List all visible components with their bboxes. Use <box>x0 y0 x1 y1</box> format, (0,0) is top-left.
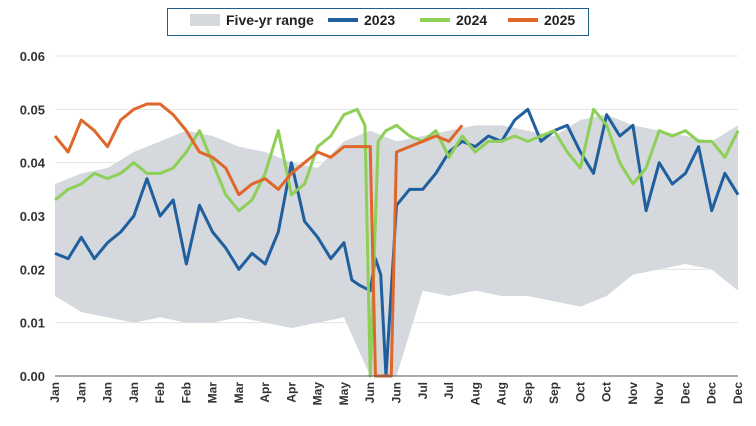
legend-label-2024: 2024 <box>456 12 488 28</box>
x-tick-label: Sep <box>521 382 535 404</box>
x-tick-label: Feb <box>153 382 167 403</box>
series-line-2023 <box>54 107 740 378</box>
legend-label-2023: 2023 <box>364 12 396 28</box>
x-tick-label: Nov <box>626 382 640 405</box>
y-tick-label: 0.05 <box>20 102 45 117</box>
x-tick-label: Aug <box>468 382 482 405</box>
x-tick-label: Jan <box>74 382 88 403</box>
x-tick-label: Jul <box>442 382 456 399</box>
x-tick-label: May <box>311 382 325 406</box>
five-yr-range-band <box>55 114 738 377</box>
y-tick-labels: 0.00 0.01 0.02 0.03 0.04 0.05 0.06 <box>20 49 46 384</box>
series-lines <box>53 102 740 378</box>
legend-swatch-range <box>190 14 220 26</box>
legend-swatch-2025 <box>508 18 538 22</box>
x-tick-label: Jul <box>416 382 430 399</box>
y-tick-label: 0.06 <box>20 49 45 64</box>
x-tick-label: Dec <box>731 382 745 404</box>
y-tick-label: 0.02 <box>20 262 45 277</box>
legend-item-range: Five-yr range <box>190 12 314 28</box>
legend-swatch-2024 <box>420 18 450 22</box>
x-tick-label: Oct <box>573 382 587 402</box>
legend-item-2023: 2023 <box>328 12 395 28</box>
x-tick-label: Dec <box>678 382 692 404</box>
series-line-2024 <box>54 107 740 378</box>
series-line-2025 <box>53 102 464 378</box>
x-tick-label: Dec <box>705 382 719 404</box>
x-tick-label: Jan <box>127 382 141 403</box>
y-tick-label: 0.00 <box>20 369 45 384</box>
legend: Five-yr range 2023 2024 2025 <box>167 8 589 36</box>
legend-label-range: Five-yr range <box>226 12 314 28</box>
x-tick-label: Aug <box>495 382 509 405</box>
x-tick-label: Feb <box>179 382 193 403</box>
legend-item-2025: 2025 <box>508 12 575 28</box>
range-band-area <box>55 114 738 377</box>
x-tick-label: Jun <box>390 382 404 403</box>
legend-item-2024: 2024 <box>420 12 487 28</box>
x-tick-label: Jan <box>101 382 115 403</box>
x-tick-label: Jan <box>48 382 62 403</box>
y-tick-label: 0.04 <box>20 156 46 171</box>
x-tick-label: Sep <box>547 382 561 404</box>
x-tick-label: Mar <box>232 382 246 404</box>
x-tick-label: Jun <box>363 382 377 403</box>
x-tick-label: Nov <box>652 382 666 405</box>
x-tick-label: Oct <box>600 382 614 402</box>
legend-label-2025: 2025 <box>544 12 576 28</box>
y-tick-label: 0.01 <box>20 316 45 331</box>
x-tick-label: Apr <box>258 382 272 403</box>
legend-swatch-2023 <box>328 18 358 22</box>
x-tick-label: Mar <box>206 382 220 404</box>
x-tick-label: Apr <box>284 382 298 403</box>
x-tick-labels: Jan Jan Jan Jan Feb Feb Mar Mar Apr Apr May May Jun J… <box>48 382 745 406</box>
y-tick-label: 0.03 <box>20 209 45 224</box>
x-tick-label: May <box>337 382 351 406</box>
